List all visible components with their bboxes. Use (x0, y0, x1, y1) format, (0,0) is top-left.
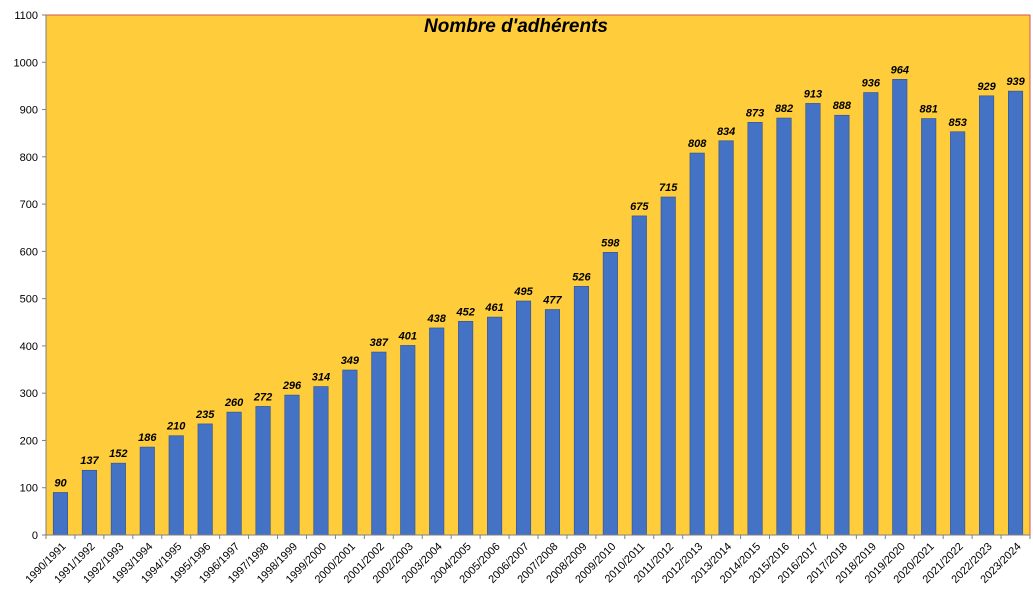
bar (81, 469, 97, 536)
y-tick-label: 900 (20, 105, 38, 117)
bar (255, 406, 271, 536)
bar (110, 462, 126, 536)
bar (776, 117, 792, 536)
data-label: 272 (253, 391, 272, 403)
bar (892, 78, 908, 536)
bar (805, 103, 821, 536)
y-tick-label: 200 (20, 435, 38, 447)
bar (602, 252, 618, 536)
bar (284, 394, 300, 536)
bar (487, 316, 503, 536)
data-label: 834 (717, 126, 735, 138)
bar (863, 92, 879, 536)
x-axis: 1990/19911991/19921992/19931993/19941994… (23, 534, 1031, 586)
bar (631, 215, 647, 536)
data-label: 401 (398, 330, 417, 342)
bar (139, 446, 155, 536)
data-label: 808 (688, 138, 707, 150)
bar (342, 369, 358, 536)
bar (718, 140, 734, 536)
data-label: 186 (138, 432, 157, 444)
data-label: 314 (312, 372, 330, 384)
data-label: 873 (746, 107, 764, 119)
y-axis: 0 100 200 300 400 500 600 700 800 900 1000 1100 (14, 10, 47, 542)
data-label: 964 (891, 64, 909, 76)
bar (400, 345, 416, 536)
data-label: 296 (282, 380, 302, 392)
bars (52, 78, 1024, 536)
data-label: 137 (80, 455, 99, 467)
data-label: 939 (1006, 76, 1025, 88)
data-label: 452 (455, 306, 474, 318)
bar (458, 321, 474, 536)
y-tick-label: 1100 (14, 10, 38, 22)
bar (52, 492, 69, 536)
bar (429, 327, 445, 536)
data-label: 260 (224, 397, 244, 409)
data-label: 461 (484, 302, 503, 314)
bar (689, 152, 705, 536)
data-label: 675 (630, 201, 649, 213)
data-label: 598 (601, 237, 620, 249)
data-label: 477 (542, 295, 562, 307)
data-label: 853 (948, 117, 966, 129)
y-tick-label: 300 (20, 388, 38, 400)
bar (660, 196, 676, 536)
bar (168, 435, 184, 536)
y-tick-label: 400 (20, 341, 38, 353)
data-labels: 90 137 152 186 210 235 260 272 296 314 349 387 401 43… (54, 64, 1025, 489)
bar (313, 386, 329, 536)
plot-area (45, 14, 1031, 536)
data-label: 882 (775, 103, 793, 115)
bar (573, 286, 589, 536)
bar (921, 118, 937, 536)
bar (1007, 90, 1024, 536)
data-label: 526 (572, 271, 591, 283)
data-label: 888 (833, 100, 852, 112)
data-label: 715 (659, 182, 678, 194)
data-label: 210 (166, 421, 186, 433)
data-label: 495 (513, 286, 533, 298)
bar (515, 300, 532, 536)
bar (979, 95, 995, 536)
y-tick-label: 100 (20, 483, 38, 495)
data-label: 913 (804, 88, 822, 100)
data-label: 90 (54, 477, 67, 489)
y-tick-label: 600 (20, 246, 38, 258)
bar (197, 423, 213, 536)
data-label: 387 (370, 337, 389, 349)
y-tick-label: 800 (20, 152, 38, 164)
bar (371, 351, 387, 536)
bar (544, 309, 561, 536)
y-tick-label: 700 (20, 199, 38, 211)
data-label: 438 (427, 313, 447, 325)
data-label: 152 (109, 448, 127, 460)
bar (747, 122, 763, 536)
chart-title: Nombre d'adhérents (424, 16, 608, 37)
bar (950, 131, 966, 536)
y-tick-label: 0 (32, 530, 38, 542)
y-tick-label: 500 (20, 294, 38, 306)
data-label: 881 (920, 104, 938, 116)
data-label: 235 (195, 409, 215, 421)
bar (226, 411, 242, 536)
data-label: 936 (862, 78, 881, 90)
data-label: 349 (341, 355, 360, 367)
y-tick-label: 1000 (14, 57, 38, 69)
data-label: 929 (977, 81, 996, 93)
bar (834, 114, 850, 536)
